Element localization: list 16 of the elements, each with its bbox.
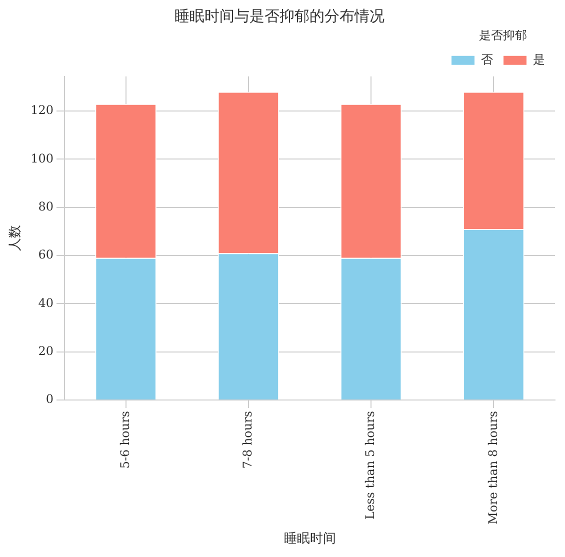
y-tick-label: 120 (30, 103, 54, 118)
legend-label: 否 (481, 52, 493, 67)
y-axis-title: 人数 (8, 225, 24, 252)
y-tick-label: 20 (38, 344, 54, 358)
y-tick-label: 40 (38, 296, 54, 310)
y-tick-label: 100 (30, 151, 54, 166)
y-tick-label: 0 (46, 392, 54, 406)
y-tick-label: 60 (38, 248, 54, 262)
chart-title: 睡眠时间与是否抑郁的分布情况 (174, 6, 384, 25)
x-tick-label: Less than 5 hours (363, 410, 378, 520)
x-tick-label: 7-8 hours (240, 410, 255, 469)
y-tick-label: 80 (38, 199, 54, 214)
legend-label: 是 (533, 52, 545, 67)
x-axis-title: 睡眠时间 (284, 532, 336, 547)
x-tick-label: More than 8 hours (486, 410, 500, 524)
x-tick-label: 5-6 hours (118, 410, 132, 469)
